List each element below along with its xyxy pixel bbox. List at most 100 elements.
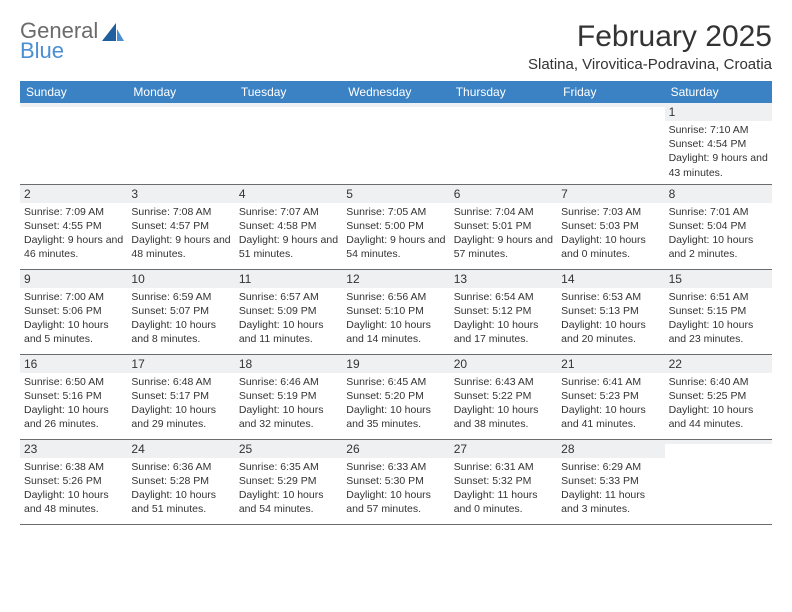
day-header: Friday (557, 81, 664, 103)
calendar-cell: 9Sunrise: 7:00 AMSunset: 5:06 PMDaylight… (20, 270, 127, 354)
week-row: 1Sunrise: 7:10 AMSunset: 4:54 PMDaylight… (20, 103, 772, 185)
calendar-cell (235, 103, 342, 184)
sunrise-text: Sunrise: 6:36 AM (131, 460, 230, 474)
sunset-text: Sunset: 5:25 PM (669, 389, 768, 403)
sunrise-text: Sunrise: 6:38 AM (24, 460, 123, 474)
sunset-text: Sunset: 5:00 PM (346, 219, 445, 233)
sunrise-text: Sunrise: 6:31 AM (454, 460, 553, 474)
sunrise-text: Sunrise: 6:57 AM (239, 290, 338, 304)
calendar-cell: 17Sunrise: 6:48 AMSunset: 5:17 PMDayligh… (127, 355, 234, 439)
day-details: Sunrise: 6:40 AMSunset: 5:25 PMDaylight:… (665, 373, 772, 436)
day-details: Sunrise: 7:03 AMSunset: 5:03 PMDaylight:… (557, 203, 664, 266)
week-row: 16Sunrise: 6:50 AMSunset: 5:16 PMDayligh… (20, 355, 772, 440)
week-row: 9Sunrise: 7:00 AMSunset: 5:06 PMDaylight… (20, 270, 772, 355)
day-number: 1 (665, 103, 772, 121)
calendar-cell: 28Sunrise: 6:29 AMSunset: 5:33 PMDayligh… (557, 440, 664, 524)
sunset-text: Sunset: 5:20 PM (346, 389, 445, 403)
day-details: Sunrise: 6:38 AMSunset: 5:26 PMDaylight:… (20, 458, 127, 521)
sunset-text: Sunset: 5:09 PM (239, 304, 338, 318)
calendar-cell: 2Sunrise: 7:09 AMSunset: 4:55 PMDaylight… (20, 185, 127, 269)
daylight-text: Daylight: 10 hours and 41 minutes. (561, 403, 660, 431)
sunrise-text: Sunrise: 7:09 AM (24, 205, 123, 219)
day-details: Sunrise: 6:53 AMSunset: 5:13 PMDaylight:… (557, 288, 664, 351)
calendar-cell: 19Sunrise: 6:45 AMSunset: 5:20 PMDayligh… (342, 355, 449, 439)
day-header: Thursday (450, 81, 557, 103)
calendar-cell: 21Sunrise: 6:41 AMSunset: 5:23 PMDayligh… (557, 355, 664, 439)
logo-sail-icon (102, 23, 124, 43)
daylight-text: Daylight: 10 hours and 23 minutes. (669, 318, 768, 346)
day-details: Sunrise: 6:35 AMSunset: 5:29 PMDaylight:… (235, 458, 342, 521)
daylight-text: Daylight: 10 hours and 29 minutes. (131, 403, 230, 431)
calendar-cell: 27Sunrise: 6:31 AMSunset: 5:32 PMDayligh… (450, 440, 557, 524)
daylight-text: Daylight: 10 hours and 14 minutes. (346, 318, 445, 346)
daylight-text: Daylight: 11 hours and 0 minutes. (454, 488, 553, 516)
sunrise-text: Sunrise: 6:43 AM (454, 375, 553, 389)
day-number: 28 (557, 440, 664, 458)
day-details: Sunrise: 6:29 AMSunset: 5:33 PMDaylight:… (557, 458, 664, 521)
day-details: Sunrise: 6:57 AMSunset: 5:09 PMDaylight:… (235, 288, 342, 351)
day-number: 19 (342, 355, 449, 373)
day-details (557, 107, 664, 113)
sunrise-text: Sunrise: 7:10 AM (669, 123, 768, 137)
day-number: 10 (127, 270, 234, 288)
daylight-text: Daylight: 10 hours and 2 minutes. (669, 233, 768, 261)
day-details: Sunrise: 7:00 AMSunset: 5:06 PMDaylight:… (20, 288, 127, 351)
sunrise-text: Sunrise: 6:54 AM (454, 290, 553, 304)
day-number: 15 (665, 270, 772, 288)
month-title: February 2025 (528, 20, 772, 54)
sunset-text: Sunset: 4:57 PM (131, 219, 230, 233)
daylight-text: Daylight: 11 hours and 3 minutes. (561, 488, 660, 516)
daylight-text: Daylight: 9 hours and 48 minutes. (131, 233, 230, 261)
sunset-text: Sunset: 5:12 PM (454, 304, 553, 318)
calendar-cell (127, 103, 234, 184)
calendar-cell: 6Sunrise: 7:04 AMSunset: 5:01 PMDaylight… (450, 185, 557, 269)
sunset-text: Sunset: 4:55 PM (24, 219, 123, 233)
location: Slatina, Virovitica-Podravina, Croatia (528, 56, 772, 73)
sunset-text: Sunset: 4:58 PM (239, 219, 338, 233)
sunset-text: Sunset: 5:01 PM (454, 219, 553, 233)
sunset-text: Sunset: 5:13 PM (561, 304, 660, 318)
day-header: Monday (127, 81, 234, 103)
sunrise-text: Sunrise: 7:01 AM (669, 205, 768, 219)
sunrise-text: Sunrise: 7:08 AM (131, 205, 230, 219)
day-number: 20 (450, 355, 557, 373)
day-number: 21 (557, 355, 664, 373)
logo-text-blue: Blue (20, 40, 98, 62)
sunset-text: Sunset: 5:29 PM (239, 474, 338, 488)
daylight-text: Daylight: 9 hours and 54 minutes. (346, 233, 445, 261)
calendar-cell: 4Sunrise: 7:07 AMSunset: 4:58 PMDaylight… (235, 185, 342, 269)
sunset-text: Sunset: 5:30 PM (346, 474, 445, 488)
day-details: Sunrise: 7:08 AMSunset: 4:57 PMDaylight:… (127, 203, 234, 266)
daylight-text: Daylight: 10 hours and 11 minutes. (239, 318, 338, 346)
daylight-text: Daylight: 9 hours and 46 minutes. (24, 233, 123, 261)
calendar-cell: 23Sunrise: 6:38 AMSunset: 5:26 PMDayligh… (20, 440, 127, 524)
daylight-text: Daylight: 9 hours and 57 minutes. (454, 233, 553, 261)
calendar-cell: 24Sunrise: 6:36 AMSunset: 5:28 PMDayligh… (127, 440, 234, 524)
day-details: Sunrise: 6:50 AMSunset: 5:16 PMDaylight:… (20, 373, 127, 436)
day-details: Sunrise: 6:54 AMSunset: 5:12 PMDaylight:… (450, 288, 557, 351)
day-header: Sunday (20, 81, 127, 103)
day-number: 16 (20, 355, 127, 373)
day-details: Sunrise: 7:04 AMSunset: 5:01 PMDaylight:… (450, 203, 557, 266)
sunrise-text: Sunrise: 6:41 AM (561, 375, 660, 389)
sunset-text: Sunset: 5:32 PM (454, 474, 553, 488)
calendar-cell: 13Sunrise: 6:54 AMSunset: 5:12 PMDayligh… (450, 270, 557, 354)
day-details: Sunrise: 7:05 AMSunset: 5:00 PMDaylight:… (342, 203, 449, 266)
day-number: 3 (127, 185, 234, 203)
sunset-text: Sunset: 5:33 PM (561, 474, 660, 488)
sunrise-text: Sunrise: 6:29 AM (561, 460, 660, 474)
week-row: 23Sunrise: 6:38 AMSunset: 5:26 PMDayligh… (20, 440, 772, 525)
day-details: Sunrise: 6:51 AMSunset: 5:15 PMDaylight:… (665, 288, 772, 351)
daylight-text: Daylight: 10 hours and 26 minutes. (24, 403, 123, 431)
sunset-text: Sunset: 5:10 PM (346, 304, 445, 318)
calendar-cell: 26Sunrise: 6:33 AMSunset: 5:30 PMDayligh… (342, 440, 449, 524)
sunset-text: Sunset: 4:54 PM (669, 137, 768, 151)
sunrise-text: Sunrise: 6:33 AM (346, 460, 445, 474)
day-details: Sunrise: 7:09 AMSunset: 4:55 PMDaylight:… (20, 203, 127, 266)
daylight-text: Daylight: 10 hours and 0 minutes. (561, 233, 660, 261)
sunset-text: Sunset: 5:19 PM (239, 389, 338, 403)
day-number: 4 (235, 185, 342, 203)
day-details: Sunrise: 6:45 AMSunset: 5:20 PMDaylight:… (342, 373, 449, 436)
day-details: Sunrise: 6:56 AMSunset: 5:10 PMDaylight:… (342, 288, 449, 351)
day-details: Sunrise: 6:48 AMSunset: 5:17 PMDaylight:… (127, 373, 234, 436)
